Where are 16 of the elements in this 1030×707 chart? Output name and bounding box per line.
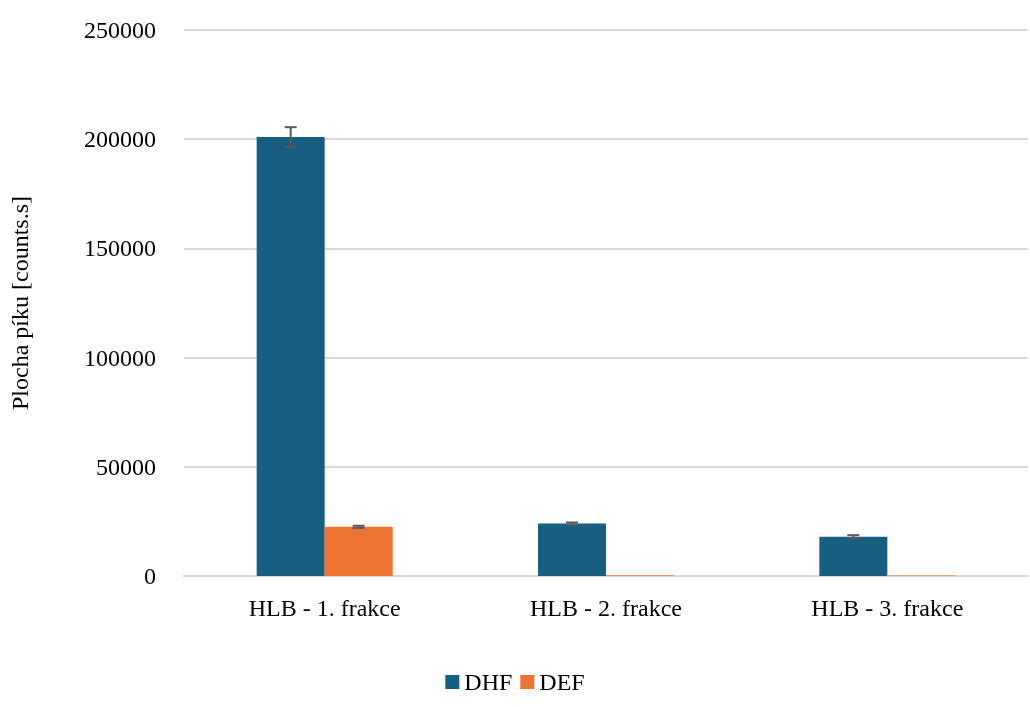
y-tick-label: 250000 — [84, 17, 156, 43]
y-tick-label: 50000 — [96, 453, 156, 480]
x-tick-label: HLB - 2. frakce — [530, 595, 682, 621]
y-tick-label: 100000 — [84, 344, 156, 371]
x-tick-label: HLB - 1. frakce — [248, 595, 401, 621]
y-tick-label: 200000 — [84, 126, 156, 153]
legend-label: DEF — [539, 669, 585, 695]
bar — [324, 526, 393, 576]
bar — [256, 137, 325, 576]
bar — [819, 536, 888, 576]
y-axis-title: Plocha píku [counts.s] — [7, 196, 33, 410]
x-tick-label: HLB - 3. frakce — [811, 595, 964, 621]
y-tick-label: 150000 — [84, 235, 156, 262]
y-tick-label: 0 — [144, 563, 156, 589]
legend-label: DHF — [464, 669, 513, 695]
bar — [538, 523, 606, 576]
